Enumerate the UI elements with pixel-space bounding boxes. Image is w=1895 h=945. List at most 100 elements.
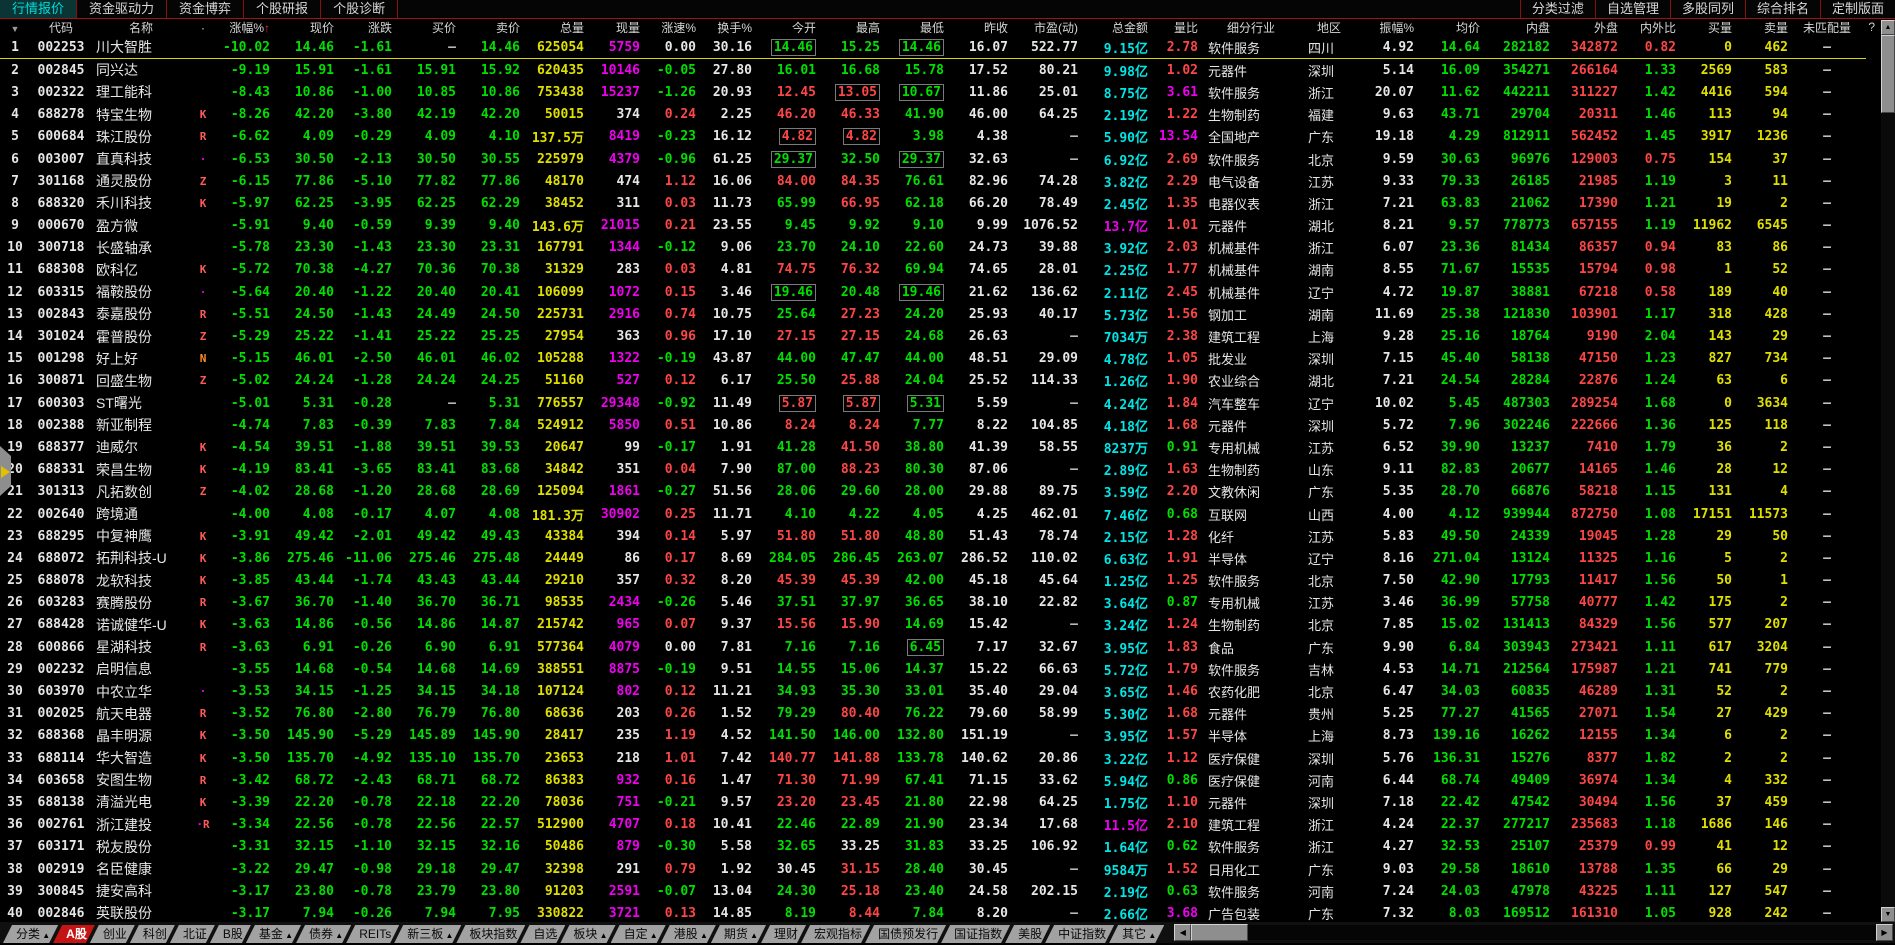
stock-row[interactable]: 6 003007 直真科技 · -6.53 30.50 -2.13 30.50 30.55 225…: [0, 148, 1866, 170]
menu-action-定制版面[interactable]: 定制版面: [1819, 0, 1895, 18]
market-tab-科创[interactable]: 科创: [130, 925, 175, 943]
tab-expand-icon[interactable]: ▲: [40, 931, 51, 940]
tab-expand-icon[interactable]: ▲: [333, 931, 344, 940]
market-tab-美股[interactable]: 美股: [1005, 925, 1050, 943]
market-tab-宏观指标[interactable]: 宏观指标: [801, 925, 870, 943]
stock-row[interactable]: 17 600303 ST曙光 -5.01 5.31 -0.28 — 5.31 776557 293…: [0, 392, 1866, 414]
col-header-买量[interactable]: 买量: [1707, 21, 1732, 35]
stock-row[interactable]: 37 603171 税友股份 -3.31 32.15 -1.10 32.15 32.16 504…: [0, 836, 1866, 858]
menu-tab-个股诊断[interactable]: 个股诊断: [321, 0, 399, 18]
stock-row[interactable]: 35 688138 清溢光电 K -3.39 22.20 -0.78 22.18 22.20 78…: [0, 791, 1866, 813]
stock-row[interactable]: 25 688078 龙软科技 K -3.85 43.44 -1.74 43.43 43.44 29…: [0, 570, 1866, 592]
stock-row[interactable]: 4 688278 特宝生物 K -8.26 42.20 -3.80 42.19 42.20 500…: [0, 104, 1866, 126]
market-tab-新三板[interactable]: 新三板 ▲: [394, 925, 461, 943]
market-tab-REITs[interactable]: REITs: [346, 925, 399, 943]
menu-tab-行情报价[interactable]: 行情报价: [0, 0, 78, 18]
tab-expand-icon[interactable]: ▲: [443, 931, 454, 940]
col-header-卖量[interactable]: 卖量: [1763, 21, 1788, 35]
horizontal-scrollbar[interactable]: ◀ ▶: [1174, 924, 1893, 941]
tab-expand-icon[interactable]: ▲: [597, 931, 608, 940]
menu-action-自选管理[interactable]: 自选管理: [1594, 0, 1670, 18]
market-tab-国证指数[interactable]: 国证指数: [941, 925, 1010, 943]
market-tab-期货[interactable]: 期货 ▲: [711, 925, 766, 943]
stock-row[interactable]: 38 002919 名臣健康 -3.22 29.47 -0.98 29.18 29.47 323…: [0, 858, 1866, 880]
tab-expand-icon[interactable]: ▲: [282, 931, 294, 940]
stock-row[interactable]: 34 603658 安图生物 R -3.42 68.72 -2.43 68.71 68.72 86…: [0, 769, 1866, 791]
stock-row[interactable]: 29 002232 启明信息 -3.55 14.68 -0.54 14.68 14.69 388…: [0, 658, 1866, 680]
scroll-up-icon[interactable]: ▲: [1881, 20, 1895, 35]
market-tab-国债预发行[interactable]: 国债预发行: [865, 925, 946, 943]
col-header-均价[interactable]: 均价: [1455, 21, 1480, 35]
stock-row[interactable]: 11 688308 欧科亿 K -5.72 70.38 -4.27 70.36 70.38 313…: [0, 259, 1866, 281]
col-header-昨收[interactable]: 昨收: [983, 21, 1008, 35]
tab-expand-icon[interactable]: ▲: [697, 931, 708, 940]
scroll-right-icon[interactable]: ▶: [1876, 924, 1893, 941]
col-header-换手%[interactable]: 换手%: [717, 21, 752, 35]
col-header-内外比[interactable]: 内外比: [1639, 21, 1676, 35]
col-header-seq[interactable]: ▼: [0, 19, 36, 36]
col-header-细分行业[interactable]: 细分行业: [1226, 21, 1275, 35]
help-icon[interactable]: ?: [1868, 20, 1875, 34]
menu-action-分类过滤[interactable]: 分类过滤: [1519, 0, 1595, 18]
stock-row[interactable]: 18 002388 新亚制程 -4.74 7.83 -0.39 7.83 7.84 524912…: [0, 414, 1866, 436]
col-header-外盘[interactable]: 外盘: [1593, 21, 1618, 35]
market-tab-创业[interactable]: 创业: [90, 925, 135, 943]
market-tab-基金[interactable]: 基金 ▲: [246, 925, 301, 943]
stock-row[interactable]: 8 688320 禾川科技 K -5.97 62.25 -3.95 62.25 62.29 384…: [0, 192, 1866, 214]
menu-tab-资金驱动力[interactable]: 资金驱动力: [77, 0, 168, 18]
menu-tab-资金博弈[interactable]: 资金博弈: [167, 0, 245, 18]
market-tab-A股[interactable]: A股: [53, 925, 95, 943]
market-tab-港股[interactable]: 港股 ▲: [661, 925, 716, 943]
stock-row[interactable]: 13 002843 泰嘉股份 R -5.51 24.50 -1.43 24.49 24.50 22…: [0, 303, 1866, 325]
market-tab-债券[interactable]: 债券 ▲: [296, 925, 351, 943]
stock-row[interactable]: 36 002761 浙江建投 ·R -3.34 22.56 -0.78 22.56 22.57 5…: [0, 814, 1866, 836]
market-tab-其它[interactable]: 其它 ▲: [1109, 925, 1164, 943]
col-header-总量[interactable]: 总量: [559, 21, 584, 35]
scroll-left-icon[interactable]: ◀: [1174, 924, 1192, 941]
stock-row[interactable]: 23 688295 中复神鹰 K -3.91 49.42 -2.01 49.42 49.43 43…: [0, 525, 1866, 547]
col-header-现价[interactable]: 现价: [309, 21, 334, 35]
col-header-·[interactable]: ·: [201, 20, 205, 35]
stock-row[interactable]: 15 001298 好上好 N -5.15 46.01 -2.50 46.01 46.02 105…: [0, 348, 1866, 370]
col-header-卖价[interactable]: 卖价: [495, 21, 520, 35]
stock-row[interactable]: 32 688368 晶丰明源 K -3.50 145.90 -5.29 145.89 145.9…: [0, 725, 1866, 747]
col-header-振幅%[interactable]: 振幅%: [1379, 21, 1414, 35]
menu-action-多股同列[interactable]: 多股同列: [1669, 0, 1745, 18]
stock-row[interactable]: 16 300871 回盛生物 Z -5.02 24.24 -1.28 24.24 24.25 51…: [0, 370, 1866, 392]
col-header-今开[interactable]: 今开: [791, 21, 816, 35]
menu-action-综合排名[interactable]: 综合排名: [1744, 0, 1820, 18]
col-header-涨跌[interactable]: 涨跌: [367, 21, 392, 35]
stock-row[interactable]: 9 000670 盈方微 -5.91 9.40 -0.59 9.39 9.40 143.6万 21…: [0, 215, 1866, 237]
vertical-scrollbar[interactable]: ▲ ▼: [1881, 20, 1895, 922]
horizontal-scroll-thumb[interactable]: [1191, 924, 1249, 941]
stock-row[interactable]: 30 603970 中农立华 · -3.53 34.15 -1.25 34.15 34.18 10…: [0, 680, 1866, 702]
stock-row[interactable]: 2 002845 同兴达 -9.19 15.91 -1.61 15.91 15.92 62043…: [0, 59, 1866, 82]
stock-row[interactable]: 1 002253 川大智胜 -10.02 14.46 -1.61—14.46 625054 5…: [0, 36, 1866, 60]
stock-row[interactable]: 10 300718 长盛轴承 -5.78 23.30 -1.43 23.30 23.31 167…: [0, 237, 1866, 259]
col-header-市盈(动)[interactable]: 市盈(动): [1034, 21, 1078, 35]
col-header-最高[interactable]: 最高: [855, 21, 880, 35]
market-tab-自选[interactable]: 自选: [520, 925, 565, 943]
stock-row[interactable]: 19 688377 迪威尔 K -4.54 39.51 -1.88 39.51 39.53 206…: [0, 436, 1866, 458]
menu-tab-个股研报[interactable]: 个股研报: [244, 0, 322, 18]
stock-row[interactable]: 27 688428 诺诚健华-U K -3.63 14.86 -0.56 14.86 14.87…: [0, 614, 1866, 636]
market-tab-分类[interactable]: 分类 ▲: [3, 925, 58, 943]
stock-row[interactable]: 7 301168 通灵股份 Z -6.15 77.86 -5.10 77.82 77.86 481…: [0, 170, 1866, 192]
scroll-down-icon[interactable]: ▼: [1881, 907, 1895, 922]
stock-row[interactable]: 20 688331 荣昌生物 K -4.19 83.41 -3.65 83.41 83.68 34…: [0, 459, 1866, 481]
tab-expand-icon[interactable]: ▲: [747, 931, 759, 940]
stock-row[interactable]: 33 688114 华大智造 K -3.50 135.70 -4.92 135.10 135.7…: [0, 747, 1866, 769]
tab-expand-icon[interactable]: ▲: [1146, 931, 1157, 940]
stock-row[interactable]: 28 600866 星湖科技 R -3.63 6.91 -0.26 6.90 6.91 57736…: [0, 636, 1866, 658]
col-header-代码[interactable]: 代码: [48, 21, 73, 35]
market-tab-板块指数[interactable]: 板块指数: [456, 925, 525, 943]
horizontal-scroll-track[interactable]: [1248, 925, 1876, 940]
stock-row[interactable]: 40 002846 英联股份 -3.17 7.94 -0.26 7.94 7.95 330822…: [0, 902, 1866, 922]
stock-row[interactable]: 31 002025 航天电器 R -3.52 76.80 -2.80 76.79 76.80 68…: [0, 703, 1866, 725]
col-header-名称[interactable]: 名称: [128, 21, 153, 35]
stock-row[interactable]: 22 002640 跨境通 -4.00 4.08 -0.17 4.07 4.08 181.3万 3…: [0, 503, 1866, 525]
stock-row[interactable]: 5 600684 珠江股份 R -6.62 4.09 -0.29 4.09 4.10 137.5万…: [0, 126, 1866, 148]
col-header-量比[interactable]: 量比: [1173, 21, 1198, 35]
stock-row[interactable]: 21 301313 凡拓数创 Z -4.02 28.68 -1.20 28.68 28.69 12…: [0, 481, 1866, 503]
col-header-涨幅%[interactable]: 涨幅%↑: [229, 21, 270, 35]
